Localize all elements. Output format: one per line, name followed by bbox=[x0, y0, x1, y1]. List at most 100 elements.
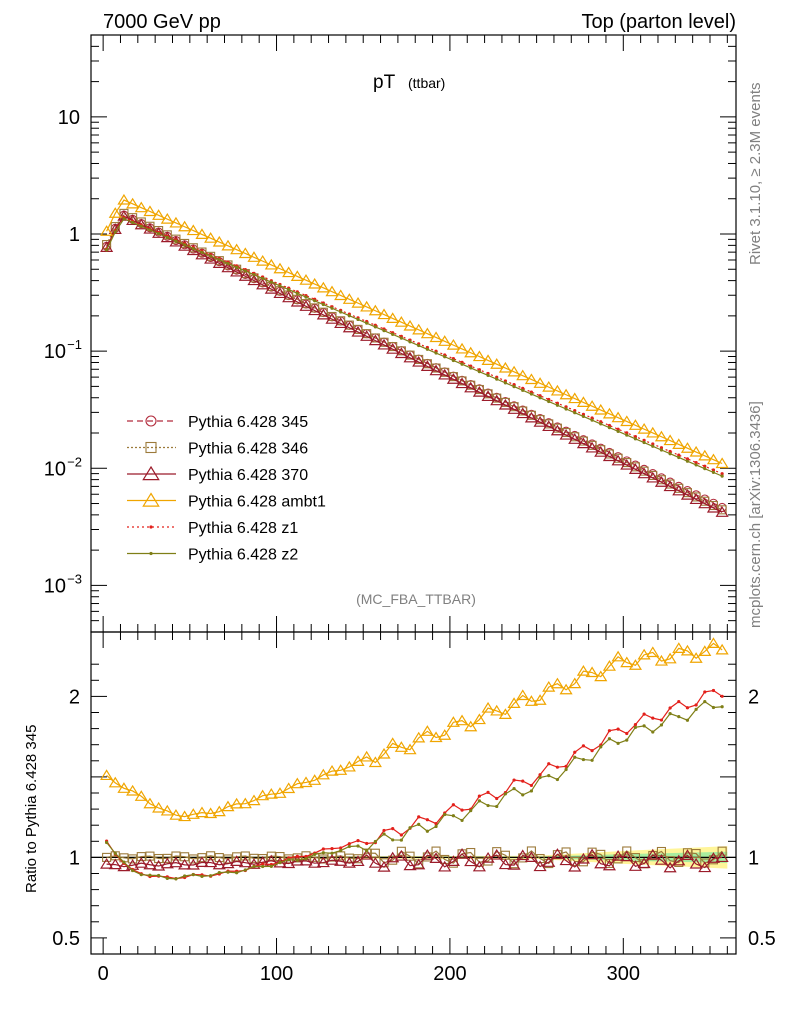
series-point bbox=[703, 464, 707, 468]
ratio-point bbox=[344, 853, 354, 863]
series-point bbox=[685, 459, 690, 463]
series-point bbox=[451, 358, 455, 363]
ratio-point bbox=[275, 851, 285, 862]
series-point bbox=[108, 207, 122, 218]
series-point bbox=[542, 420, 556, 432]
ratio-point bbox=[460, 818, 464, 823]
series-point bbox=[278, 284, 282, 288]
series-point bbox=[651, 442, 655, 446]
series-point bbox=[342, 321, 356, 333]
ratio-point bbox=[533, 694, 547, 705]
ratio-point bbox=[139, 873, 143, 877]
series-point bbox=[221, 261, 235, 273]
ratio-point bbox=[642, 724, 646, 728]
series-point bbox=[663, 434, 677, 446]
ratio-point bbox=[299, 854, 313, 866]
ratio-point bbox=[677, 715, 681, 719]
ratio-point bbox=[113, 851, 117, 855]
series-point bbox=[386, 343, 400, 354]
ratio-point bbox=[616, 741, 620, 745]
ratio-point bbox=[169, 809, 183, 820]
ratio-point bbox=[672, 642, 686, 653]
series-point bbox=[689, 445, 703, 457]
ratio-line bbox=[106, 853, 723, 869]
ratio-point bbox=[334, 764, 348, 775]
series-point bbox=[460, 362, 464, 366]
series-point bbox=[602, 407, 616, 419]
ratio-point bbox=[417, 822, 421, 827]
ratio-point bbox=[451, 814, 455, 818]
ratio-point bbox=[249, 853, 259, 863]
ratio-point bbox=[599, 745, 603, 749]
series-point bbox=[334, 317, 348, 329]
series-point bbox=[663, 480, 677, 492]
ratio-series-group bbox=[100, 637, 729, 881]
main-series-group bbox=[100, 193, 729, 517]
ratio-point bbox=[195, 806, 209, 818]
ratio-point bbox=[680, 849, 695, 860]
ratio-point bbox=[261, 864, 265, 869]
y-tick-label: 10 bbox=[44, 575, 66, 597]
series-point bbox=[689, 493, 703, 505]
ratio-point bbox=[195, 856, 209, 868]
ratio-point bbox=[538, 775, 542, 780]
ratio-point bbox=[564, 767, 568, 772]
ratio-point bbox=[391, 838, 395, 842]
series-point bbox=[538, 396, 542, 400]
ratio-point bbox=[356, 844, 360, 848]
series-point bbox=[365, 321, 369, 325]
ratio-point bbox=[204, 807, 218, 819]
ratio-point bbox=[238, 856, 252, 868]
series-point bbox=[264, 258, 278, 270]
series-point bbox=[706, 501, 721, 513]
ratio-point bbox=[659, 718, 664, 722]
legend-entry: Pythia 6.428 346 bbox=[127, 441, 308, 458]
ratio-point bbox=[204, 856, 218, 868]
series-point bbox=[425, 347, 429, 351]
series-point bbox=[668, 449, 672, 454]
ratio-point bbox=[703, 699, 707, 704]
ratio-point bbox=[654, 654, 669, 666]
x-tick-label: 100 bbox=[260, 963, 293, 985]
series-point bbox=[394, 347, 408, 359]
series-point bbox=[134, 201, 148, 213]
series-point bbox=[356, 317, 360, 322]
ratio-point bbox=[396, 846, 406, 856]
series-point bbox=[238, 270, 252, 281]
ratio-point bbox=[607, 729, 612, 733]
ratio-point bbox=[516, 849, 530, 861]
ratio-point bbox=[108, 776, 122, 788]
series-point bbox=[477, 370, 481, 374]
series-point bbox=[351, 296, 365, 308]
ratio-point bbox=[386, 851, 400, 863]
series-point bbox=[342, 293, 356, 304]
ratio-point bbox=[694, 707, 698, 711]
ratio-point bbox=[282, 857, 296, 869]
legend-entry: Pythia 6.428 z2 bbox=[127, 547, 298, 564]
ratio-point bbox=[717, 846, 727, 856]
ratio-line bbox=[106, 642, 723, 818]
ratio-point bbox=[394, 849, 408, 861]
ratio-point bbox=[451, 803, 455, 807]
ratio-point bbox=[152, 859, 166, 871]
ratio-point bbox=[706, 637, 721, 648]
ratio-point bbox=[542, 680, 556, 692]
y-tick-exponent: −2 bbox=[67, 454, 82, 469]
ratio-point bbox=[174, 877, 178, 881]
series-point bbox=[472, 350, 486, 362]
legend-label: Pythia 6.428 ambt1 bbox=[188, 494, 326, 511]
ratio-point bbox=[403, 859, 417, 871]
ratio-series-2 bbox=[100, 637, 729, 822]
ratio-point bbox=[622, 846, 632, 856]
series-point bbox=[417, 343, 421, 348]
ratio-point bbox=[191, 873, 195, 877]
legend-label: Pythia 6.428 345 bbox=[188, 414, 308, 431]
ratio-point bbox=[102, 852, 112, 862]
ratio-point bbox=[440, 854, 450, 865]
series-point bbox=[720, 474, 724, 478]
ratio-point bbox=[360, 750, 374, 762]
ratio-point bbox=[264, 788, 278, 799]
series-point bbox=[403, 319, 417, 331]
ratio-point bbox=[698, 861, 712, 873]
plot-title: pT bbox=[373, 72, 396, 93]
